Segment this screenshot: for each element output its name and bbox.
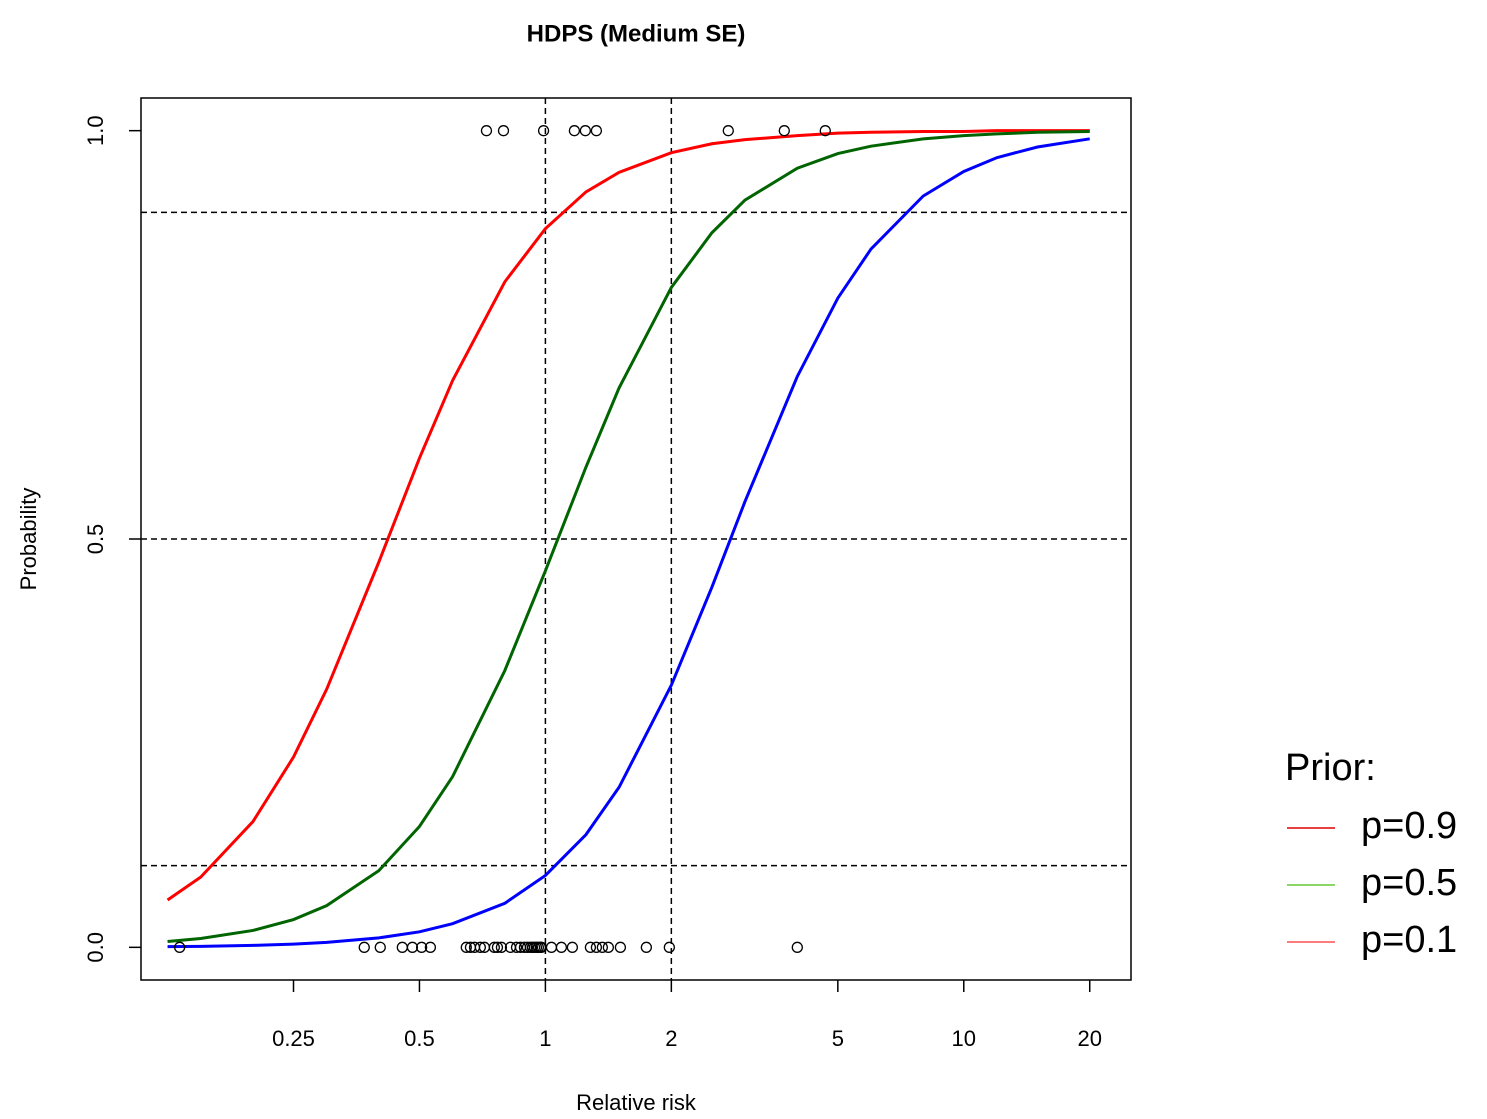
data-point [424, 941, 437, 953]
x-tick-label: 2 [665, 1026, 677, 1051]
data-point [174, 941, 186, 953]
y-tick-label: 0.5 [83, 524, 108, 555]
legend-label: p=0.5 [1361, 862, 1457, 904]
data-point [480, 125, 493, 137]
y-tick-label: 0.0 [83, 932, 108, 963]
data-point [568, 125, 581, 137]
data-point [791, 941, 803, 953]
data-point [460, 941, 472, 953]
data-point [819, 125, 831, 137]
data-point [358, 941, 370, 953]
legend-title: Prior: [1285, 747, 1376, 789]
data-point [602, 941, 614, 953]
data-point [495, 941, 508, 953]
data-point [396, 941, 408, 953]
data-point [415, 941, 428, 953]
data-point [406, 941, 419, 953]
x-tick-label: 0.5 [404, 1026, 435, 1051]
data-point [584, 941, 597, 953]
data-point [778, 125, 790, 137]
x-tick-label: 5 [832, 1026, 844, 1051]
x-tick-label: 10 [952, 1026, 976, 1051]
data-point [510, 941, 523, 953]
data-point [590, 125, 603, 137]
data-point [596, 941, 608, 953]
data-point [474, 941, 486, 953]
data-point [488, 941, 500, 953]
x-tick-label: 1 [539, 1026, 551, 1051]
x-tick-label: 20 [1077, 1026, 1101, 1051]
legend-label: p=0.1 [1361, 919, 1457, 961]
data-point [497, 125, 510, 137]
data-point [491, 941, 504, 953]
data-point [579, 125, 592, 137]
data-point [566, 941, 579, 953]
legend-label: p=0.9 [1361, 805, 1457, 847]
y-tick-label: 1.0 [83, 115, 108, 146]
data-point [545, 941, 558, 953]
series-line [166, 129, 1090, 902]
x-tick-label: 0.25 [272, 1026, 315, 1051]
y-axis-label: Probability [16, 488, 41, 591]
data-point [722, 125, 734, 137]
data-point [374, 941, 386, 953]
series-line [167, 129, 1090, 944]
data-point [590, 941, 603, 953]
data-point [640, 941, 653, 953]
series-line [167, 137, 1090, 949]
data-point [614, 941, 627, 953]
chart-title: HDPS (Medium SE) [527, 20, 746, 47]
x-axis-label: Relative risk [576, 1090, 697, 1115]
data-point [521, 941, 534, 953]
data-point [537, 125, 550, 137]
data-point [663, 941, 675, 953]
data-point [555, 941, 568, 953]
